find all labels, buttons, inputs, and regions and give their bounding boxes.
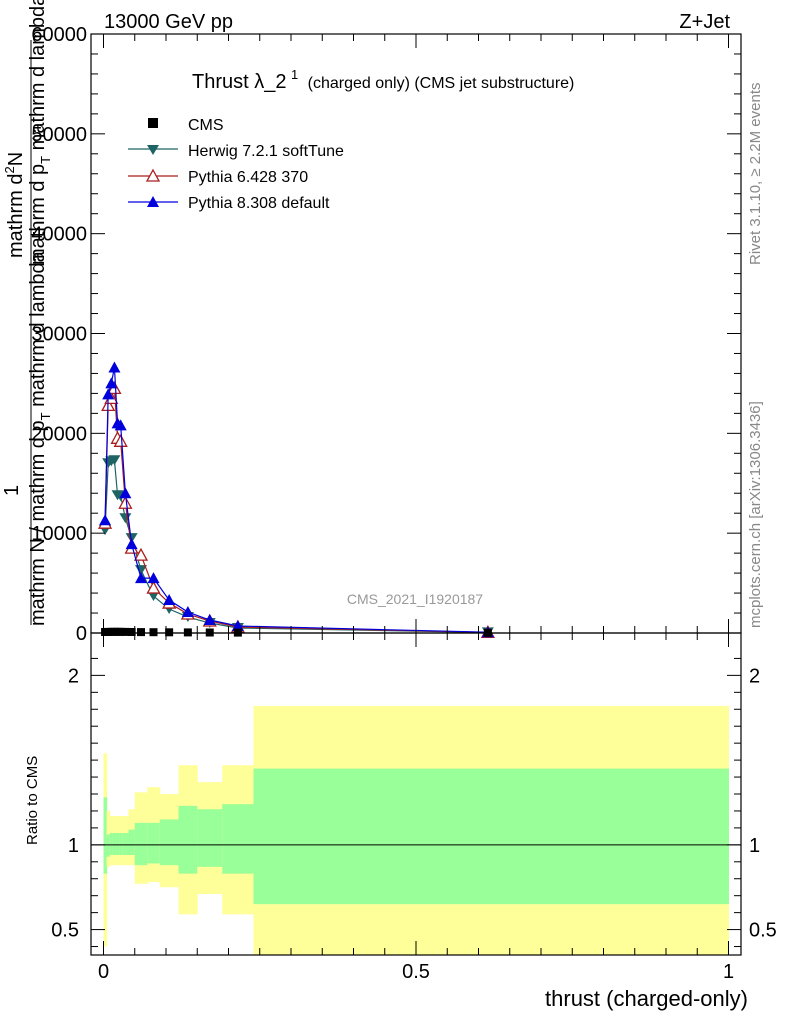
pythia6-point — [113, 433, 128, 447]
rivet-label: Rivet 3.1.10, ≥ 2.2M events — [747, 83, 764, 266]
main-y-tick-label: 50000 — [31, 124, 87, 146]
cms-point — [127, 628, 136, 637]
ratio-y-tick-label: 2 — [68, 665, 79, 687]
ratio-y-tick-label-right: 0.5 — [749, 920, 777, 942]
ylabel-den-sub: T — [38, 156, 53, 164]
title-sub: (charged only) (CMS jet substructure) — [308, 75, 575, 92]
herwig-point — [108, 455, 121, 466]
pythia8-point — [135, 572, 147, 584]
ylabel-den-part1: mathrm d p — [27, 164, 49, 265]
pythia8-point — [102, 388, 115, 400]
cms-point — [149, 628, 158, 637]
legend-herwig-marker — [147, 145, 159, 155]
ratio-y-tick-label-right: 2 — [749, 665, 760, 687]
ratio-y-tick-label: 0.5 — [51, 920, 79, 942]
x-axis-label: thrust (charged-only) — [545, 986, 748, 1011]
legend-pythia6-marker — [145, 168, 161, 182]
legend-cms-label: CMS — [188, 117, 224, 134]
ratio-green-band — [253, 768, 729, 905]
ratio-green-band — [109, 832, 114, 856]
ylabel-num-end: N — [5, 152, 27, 166]
main-y-tick-label: 30000 — [31, 324, 87, 346]
pythia8-point — [105, 377, 118, 389]
ratio-green-band — [112, 832, 117, 856]
ratio-green-band — [106, 834, 111, 857]
header-left: 13000 GeV pp — [104, 11, 233, 33]
herwig-point — [119, 513, 132, 524]
cms-point — [116, 627, 125, 636]
ratio-green-band — [103, 797, 108, 874]
main-y-tick-label: 40000 — [31, 224, 87, 246]
ratio-y-tick-label-right: 1 — [749, 835, 760, 857]
x-tick-label: 0 — [98, 961, 109, 983]
pythia6-point — [133, 547, 149, 561]
ylabel-den-end: mathrm d lambda — [27, 0, 49, 156]
ylabel-one: 1 — [1, 485, 23, 496]
x-tick-label: 0.5 — [402, 961, 430, 983]
ylabel-bottom-sub: T — [38, 412, 53, 420]
ratio-green-band — [122, 832, 129, 856]
ticks: 0 10000 20000 30000 40000 50000 60000 0.5 0.5 1 1 2… — [31, 24, 776, 983]
ratio-ylabel: Ratio to CMS — [24, 756, 41, 845]
legend-herwig-label: Herwig 7.2.1 softTune — [188, 143, 344, 160]
ratio-green-band — [119, 832, 123, 856]
ratio-green-band — [222, 804, 254, 874]
header-right: Z+Jet — [679, 11, 730, 33]
pythia8-point — [181, 606, 194, 618]
main-y-tick-label: 0 — [76, 623, 87, 645]
title-sup: 1 — [291, 67, 298, 82]
ratio-green-band — [128, 829, 136, 856]
ratio-green-band — [178, 805, 198, 874]
ylabel-bottom: mathrm N / mathrm d pT mathrm d lambda — [27, 250, 53, 626]
ratio-y-tick-label: 1 — [68, 835, 79, 857]
ylabel-bottom-part1: mathrm N / mathrm d p — [27, 420, 49, 626]
main-y-tick-label: 20000 — [31, 423, 87, 445]
pythia8-point — [203, 614, 216, 626]
ylabel-num-sup: 2 — [2, 166, 17, 173]
cms-point — [121, 627, 130, 636]
ylabel-numerator: mathrm d2N — [2, 152, 27, 258]
ratio-green-band — [116, 832, 120, 856]
ratio-green-band — [147, 822, 161, 864]
ratio-bands — [103, 705, 729, 955]
ylabel-denominator: mathrm d pT mathrm d lambda — [27, 0, 53, 265]
legend-pythia6-label: Pythia 6.428 370 — [188, 169, 308, 186]
main-series — [97, 361, 495, 638]
main-ylabel: mathrm d2N mathrm d pT mathrm d lambda 1… — [1, 0, 53, 626]
plot-title: Thrust λ_2 1 (charged only) (CMS jet sub… — [192, 66, 574, 93]
title-main: Thrust λ_2 — [192, 71, 286, 93]
pythia8-point — [231, 620, 244, 632]
pythia8-point — [147, 572, 160, 584]
mcplots-label: mcplots.cern.ch [arXiv:1306.3436] — [747, 401, 764, 628]
cms-point — [137, 628, 145, 637]
ratio-green-band — [159, 819, 179, 866]
x-tick-label: 1 — [723, 961, 734, 983]
pythia8-point — [114, 419, 127, 431]
main-y-tick-label: 10000 — [31, 523, 87, 545]
pythia8-point — [125, 538, 138, 550]
ratio-green-band — [134, 822, 148, 866]
legend-pythia8-label: Pythia 8.308 default — [188, 195, 330, 212]
ratio-green-band — [197, 809, 223, 867]
cms-point — [165, 628, 174, 637]
pythia6-point — [118, 495, 133, 509]
legend-cms-marker — [148, 118, 158, 128]
ylabel-num-part1: mathrm d — [5, 174, 27, 258]
pythia6-point — [146, 580, 161, 594]
pythia8-point — [119, 487, 132, 499]
legend: CMS Herwig 7.2.1 softTune Pythia 6.428 3… — [128, 117, 344, 212]
watermark: CMS_2021_I1920187 — [347, 591, 483, 607]
legend-pythia8-marker — [147, 196, 159, 207]
main-y-tick-label: 60000 — [31, 24, 87, 46]
pythia8-point — [163, 594, 176, 606]
pythia8-point — [108, 361, 121, 373]
ylabel-bottom-end: mathrm d lambda — [27, 250, 49, 412]
pythia8-point — [99, 514, 112, 526]
